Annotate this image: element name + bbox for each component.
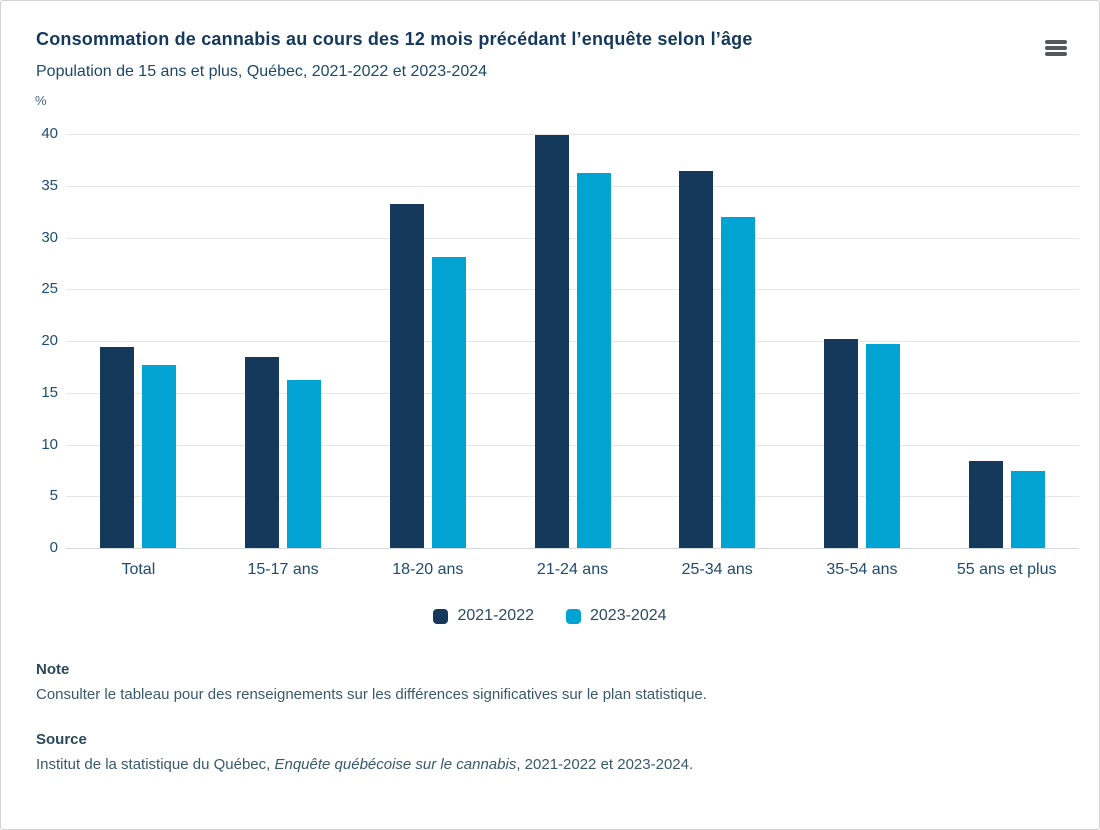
bar-group: 25-34 ans [645, 134, 790, 579]
legend-item-2021-2022[interactable]: 2021-2022 [433, 607, 534, 625]
bar-2023-2024[interactable] [576, 173, 611, 548]
x-axis-category-label: Total [121, 561, 156, 578]
source-text: Institut de la statistique du Québec, En… [36, 754, 693, 776]
x-axis-line [66, 548, 1079, 549]
chart-subtitle: Population de 15 ans et plus, Québec, 20… [36, 63, 488, 80]
legend-item-2023-2024[interactable]: 2023-2024 [566, 607, 667, 625]
gridline [66, 392, 1079, 394]
gridline [66, 341, 1079, 342]
x-axis-category-label: 15-17 ans [247, 561, 319, 578]
bar-2021-2022[interactable] [679, 171, 714, 548]
source-survey-title: Enquête québécoise sur le cannabis [274, 756, 517, 773]
legend-marker-icon [566, 608, 581, 624]
gridline [66, 496, 1079, 498]
bar-group: 35-54 ans [790, 134, 935, 579]
y-axis-tick-label: 25 [41, 280, 58, 298]
y-axis-tick-label: 5 [49, 487, 58, 505]
x-axis-category-label: 25-34 ans [681, 561, 753, 578]
y-axis-unit-label: % [35, 93, 47, 108]
x-axis-category-label: 55 ans et plus [956, 561, 1057, 578]
legend-marker-icon [433, 608, 449, 624]
source-suffix: , 2021-2022 et 2023-2024. [516, 756, 694, 773]
bar-pair [66, 134, 211, 548]
legend-label: 2021-2022 [457, 607, 534, 624]
bar-group: 18-20 ans [355, 134, 500, 579]
bar-2023-2024[interactable] [1010, 471, 1045, 548]
legend-label: 2023-2024 [590, 607, 667, 624]
bar-2021-2022[interactable] [534, 135, 569, 548]
bar-2021-2022[interactable] [968, 461, 1003, 548]
note-text: Consulter le tableau pour des renseignem… [36, 686, 707, 703]
bar-group: 21-24 ans [500, 134, 645, 579]
y-axis-tick-label: 35 [41, 176, 58, 194]
x-axis-category-label: 35-54 ans [826, 561, 898, 578]
bar-2021-2022[interactable] [823, 338, 858, 548]
y-axis-tick-label: 40 [41, 125, 58, 142]
bar-2023-2024[interactable] [431, 257, 466, 548]
y-axis-tick-label: 10 [41, 435, 58, 453]
hamburger-icon [1045, 52, 1067, 56]
bar-group: 15-17 ans [211, 134, 356, 579]
gridline [66, 444, 1079, 446]
y-axis-tick-label: 0 [49, 539, 58, 556]
gridline [66, 289, 1079, 291]
bar-2023-2024[interactable] [721, 216, 756, 548]
bar-pair [790, 134, 935, 548]
note-block: Note Consulter le tableau pour des rense… [36, 659, 707, 706]
export-menu-button[interactable] [1043, 38, 1069, 58]
source-prefix: Institut de la statistique du Québec, [36, 756, 275, 773]
gridline [66, 134, 1079, 135]
y-axis-tick-label: 15 [41, 383, 58, 401]
hamburger-icon [1045, 40, 1067, 44]
bar-2021-2022[interactable] [245, 356, 280, 548]
bar-2021-2022[interactable] [100, 347, 135, 548]
bar-group: 55 ans et plus [934, 134, 1079, 579]
y-axis-tick-label: 20 [41, 332, 58, 349]
x-axis-category-label: 21-24 ans [536, 561, 609, 578]
bar-pair [645, 134, 790, 548]
bar-2023-2024[interactable] [865, 344, 900, 548]
bar-pair [934, 134, 1079, 548]
hamburger-icon [1045, 46, 1067, 50]
gridline [66, 237, 1079, 239]
bar-2023-2024[interactable] [287, 380, 322, 548]
bar-group: Total [66, 134, 211, 579]
gridline [66, 185, 1079, 187]
legend: 2021-2022 2023-2024 [1, 607, 1099, 625]
chart-title: Consommation de cannabis au cours des 12… [36, 29, 753, 49]
source-heading: Source [36, 731, 87, 748]
bar-pair [211, 134, 356, 548]
plot-area: Total 15-17 ans 18-20 ans 21-24 ans 25-34 an… [66, 134, 1079, 578]
bar-2023-2024[interactable] [142, 364, 177, 548]
bar-groups: Total 15-17 ans 18-20 ans 21-24 ans 25-34 an… [66, 134, 1079, 579]
bar-pair [500, 134, 645, 548]
note-heading: Note [36, 661, 70, 678]
bar-pair [355, 134, 500, 548]
bar-2021-2022[interactable] [389, 204, 424, 548]
y-axis-tick-label: 30 [41, 228, 58, 246]
x-axis-category-label: 18-20 ans [392, 561, 464, 578]
source-block: Source Institut de la statistique du Qué… [36, 729, 693, 776]
